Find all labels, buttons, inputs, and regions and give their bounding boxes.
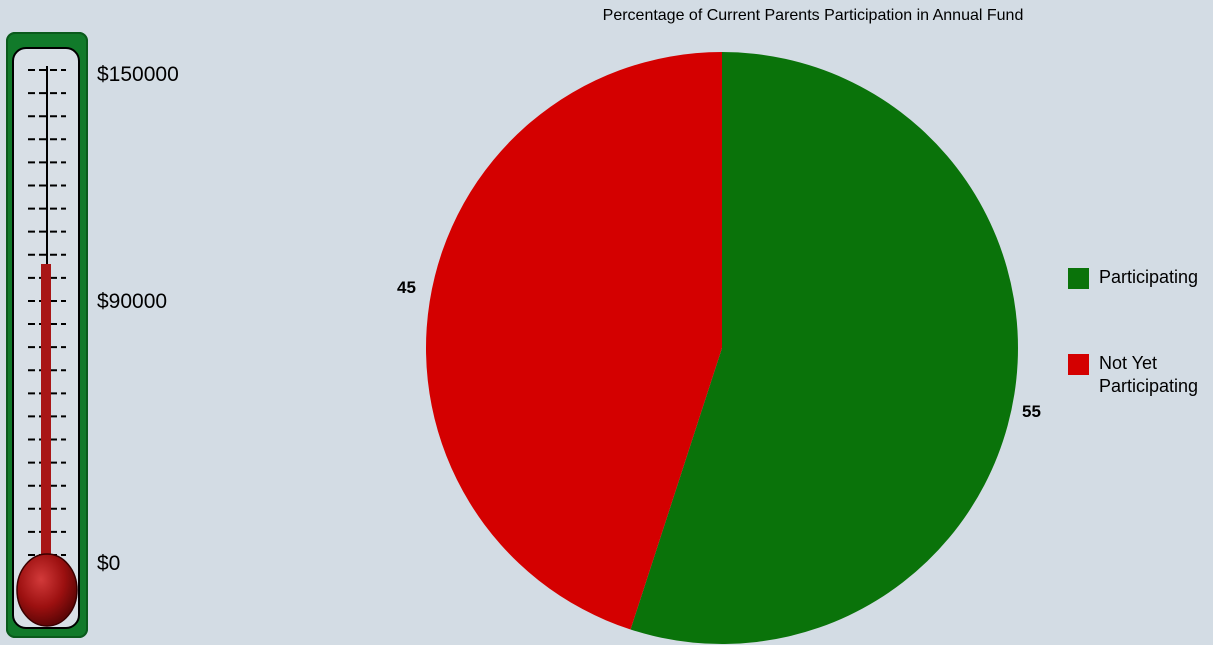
legend-item-participating: Participating [1068,266,1213,289]
thermometer-gauge [16,66,78,627]
legend-label: Participating [1099,267,1199,287]
thermometer-fill [41,264,51,575]
pie-data-label-participating: 55 [1022,402,1041,421]
chart-title: Percentage of Current Parents Participat… [602,7,1024,24]
thermometer-max-label: $150000 [97,63,179,86]
thermometer-mid-label: $90000 [97,290,168,313]
legend-item-not-yet-participating: Not Yet Participating [1068,352,1213,398]
chart-legend: Participating Not Yet Participating [1068,266,1213,398]
pie-data-label-not-yet-participating: 45 [397,278,416,297]
legend-swatch [1068,268,1089,289]
pie-slice-not-yet-participating [425,51,722,630]
thermometer-min-label: $0 [97,552,121,575]
legend-label: Not Yet Participating [1099,353,1199,396]
legend-swatch [1068,354,1089,375]
pie-slice-participating [630,52,1018,644]
thermometer-bulb [16,553,78,627]
